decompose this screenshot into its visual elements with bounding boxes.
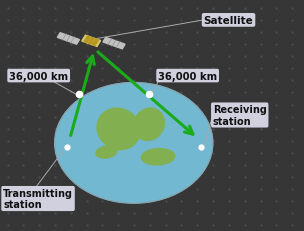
- FancyBboxPatch shape: [84, 37, 90, 43]
- Text: Transmitting
station: Transmitting station: [3, 188, 73, 210]
- FancyBboxPatch shape: [57, 33, 79, 45]
- Ellipse shape: [141, 149, 175, 165]
- FancyBboxPatch shape: [92, 40, 98, 46]
- FancyBboxPatch shape: [88, 38, 94, 45]
- Circle shape: [55, 83, 213, 203]
- Text: 36,000 km: 36,000 km: [158, 71, 217, 81]
- Text: Receiving
station: Receiving station: [213, 105, 267, 126]
- Ellipse shape: [97, 109, 140, 150]
- Text: Satellite: Satellite: [204, 16, 254, 26]
- Ellipse shape: [96, 146, 117, 158]
- Text: 36,000 km: 36,000 km: [9, 71, 68, 81]
- Ellipse shape: [134, 109, 164, 141]
- FancyBboxPatch shape: [103, 38, 125, 50]
- FancyBboxPatch shape: [82, 36, 101, 47]
